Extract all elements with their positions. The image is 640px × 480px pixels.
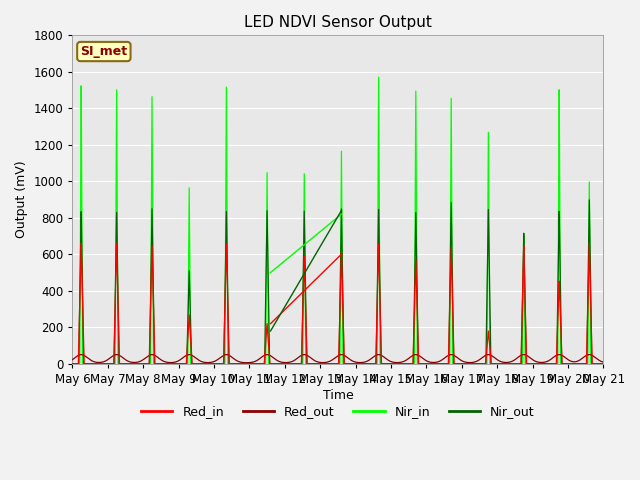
Y-axis label: Output (mV): Output (mV)	[15, 161, 28, 239]
Title: LED NDVI Sensor Output: LED NDVI Sensor Output	[244, 15, 432, 30]
X-axis label: Time: Time	[323, 388, 353, 402]
Legend: Red_in, Red_out, Nir_in, Nir_out: Red_in, Red_out, Nir_in, Nir_out	[136, 400, 540, 423]
Text: SI_met: SI_met	[80, 45, 127, 58]
